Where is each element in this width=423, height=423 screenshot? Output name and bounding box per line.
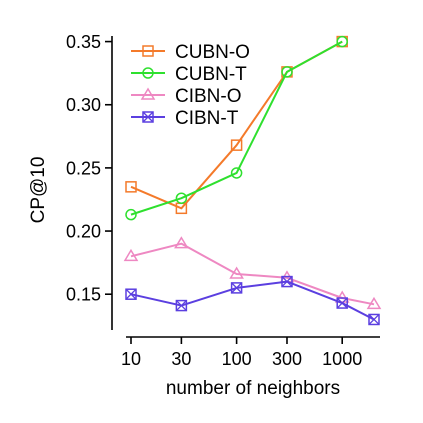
data-point-cibn-t (175, 299, 188, 312)
series-line-cibn-o (130, 242, 375, 306)
legend-label: CIBN-O (175, 86, 242, 107)
marker-cross (125, 288, 137, 300)
y-tick-label: 0.15 (66, 285, 101, 305)
data-point-cubn-t (281, 66, 293, 78)
x-tick-label: 30 (171, 349, 191, 369)
legend-label: CUBN-T (175, 64, 247, 85)
marker-cross (231, 282, 243, 294)
data-point-cibn-o (123, 248, 139, 262)
x-tick-label: 1000 (322, 349, 362, 369)
data-point-cibn-t (281, 275, 293, 288)
legend-marker (140, 87, 156, 100)
x-axis-ticks: 10 30 100 300 1000 (121, 337, 362, 369)
data-point-cibn-o (174, 236, 189, 249)
marker-cross (175, 300, 187, 312)
marker-cross (142, 111, 154, 123)
series-line-cubn-t (130, 40, 343, 216)
data-point-cubn-t (230, 167, 243, 179)
data-point-cubn-o (125, 181, 137, 193)
legend-item-cubn-t: CUBN-T (131, 64, 247, 85)
x-tick-label: 10 (121, 349, 141, 369)
marker-box (142, 111, 154, 123)
marker-box (336, 297, 348, 309)
data-point-cibn-o (366, 296, 382, 310)
legend-marker (142, 45, 154, 57)
y-axis-ticks: 0.15 0.20 0.25 0.30 0.35 (66, 32, 112, 305)
marker-cross (336, 297, 348, 309)
marker-cross (281, 276, 293, 288)
legend-marker (142, 111, 154, 123)
data-point-cibn-t (230, 282, 243, 294)
y-tick-label: 0.30 (66, 95, 101, 115)
x-tick-label: 300 (272, 349, 302, 369)
data-point-cubn-t (336, 35, 348, 48)
legend-label: CIBN-T (175, 108, 239, 129)
series-cubn-t (125, 35, 348, 221)
x-tick-label: 100 (222, 349, 252, 369)
data-point-cibn-t (125, 288, 137, 300)
legend-item-cubn-o: CUBN-O (131, 42, 250, 63)
data-point-cibn-o (229, 266, 244, 279)
series-cibn-t (125, 275, 380, 326)
data-point-cibn-t (336, 297, 348, 309)
y-tick-label: 0.35 (66, 32, 101, 52)
legend-marker (142, 67, 154, 79)
marker-cross (368, 314, 380, 325)
series-layer (123, 35, 382, 326)
x-axis-title: number of neighbors (166, 378, 340, 399)
y-axis-title: CP@10 (28, 157, 49, 224)
legend-item-cibn-t: CIBN-T (131, 108, 239, 129)
legend-label: CUBN-O (175, 42, 250, 63)
marker-box (230, 282, 243, 294)
data-point-cubn-o (230, 139, 243, 151)
y-tick-label: 0.20 (66, 222, 101, 242)
marker-box (368, 313, 380, 326)
marker-box (175, 299, 188, 312)
legend-item-cibn-o: CIBN-O (131, 86, 242, 107)
y-tick-label: 0.25 (66, 158, 101, 178)
data-point-cibn-t (368, 313, 380, 326)
marker-box (281, 275, 293, 288)
data-point-cubn-t (175, 192, 188, 204)
data-point-cubn-t (125, 208, 137, 221)
marker-box (125, 288, 137, 300)
